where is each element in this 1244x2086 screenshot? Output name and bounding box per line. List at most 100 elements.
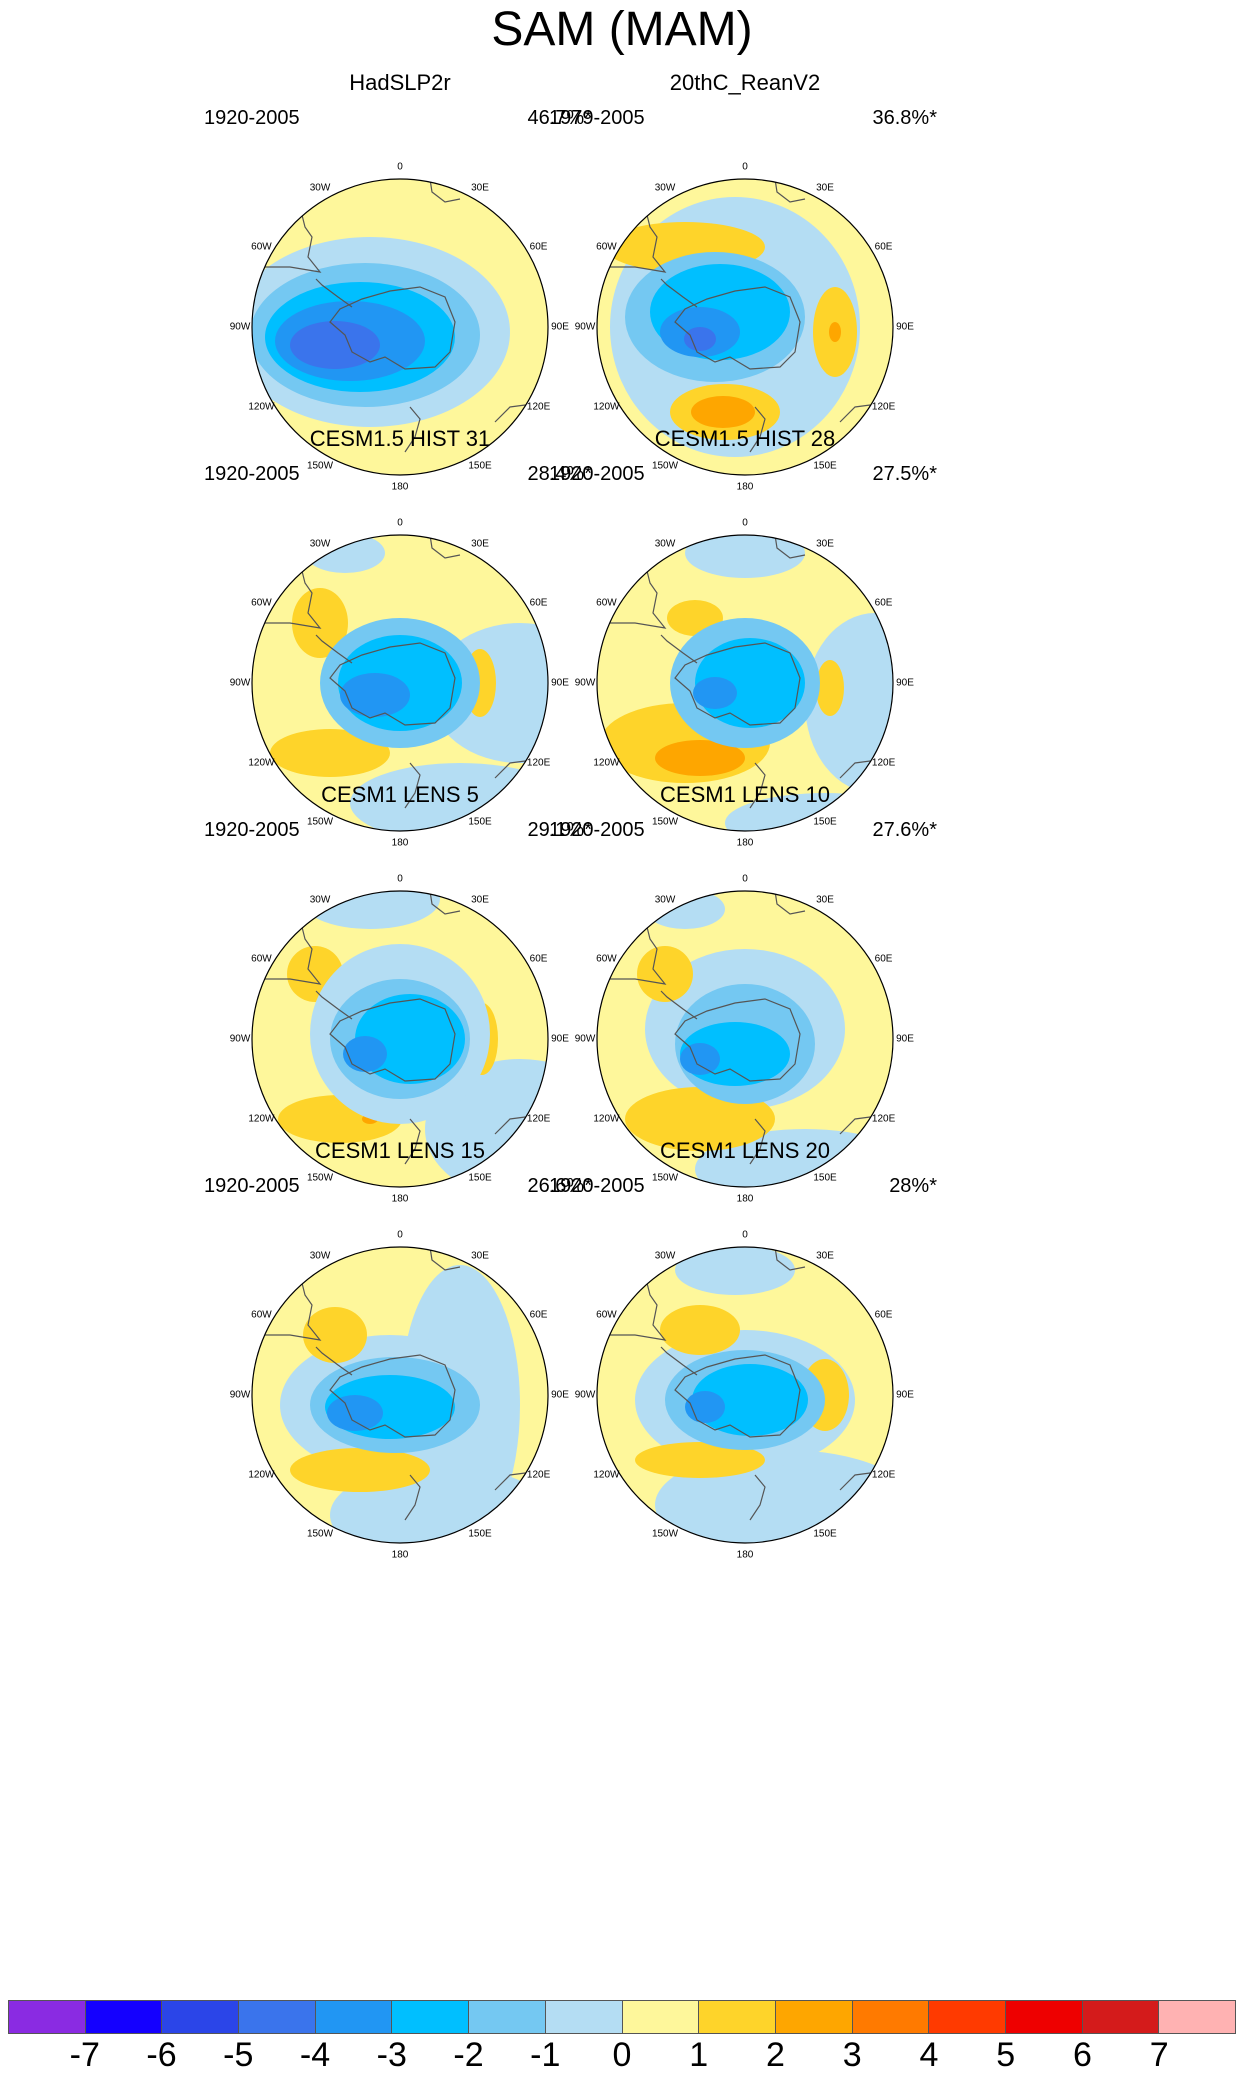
longitude-label: 30W [309, 894, 331, 906]
longitude-label: 60W [251, 1309, 272, 1321]
longitude-label: 120W [593, 757, 620, 769]
longitude-label: 90E [551, 1389, 569, 1401]
longitude-label: 120W [593, 1469, 620, 1481]
colorbar-tick-label: -2 [453, 2036, 484, 2074]
contour-region [327, 1395, 383, 1431]
longitude-label: 60W [596, 953, 617, 965]
map-border [596, 1246, 894, 1544]
longitude-label: 120W [248, 1469, 275, 1481]
longitude-label: 60W [251, 597, 272, 609]
map-border [596, 178, 894, 476]
colorbar-swatch [469, 2001, 546, 2033]
contour-region [691, 396, 755, 428]
contour-region [637, 946, 693, 1002]
colorbar-tick-label: -1 [530, 2036, 561, 2074]
longitude-label: 30W [654, 182, 676, 194]
longitude-label: 150W [651, 460, 679, 472]
longitude-label: 150W [306, 460, 334, 472]
longitude-label: 60W [596, 241, 617, 253]
map-border [251, 534, 549, 832]
contour-region [655, 740, 745, 776]
contour-region [343, 1036, 387, 1072]
longitude-label: 90E [896, 1033, 914, 1045]
longitude-label: 90E [896, 1389, 914, 1401]
panel-variance: 46.7%* [527, 107, 593, 129]
panel-years: 1920-2005 [204, 819, 300, 841]
panel-years: 1920-2005 [549, 819, 645, 841]
contour-region [805, 613, 893, 793]
contour-region [290, 1448, 430, 1492]
longitude-label: 30E [816, 538, 834, 550]
longitude-label: 90E [896, 677, 914, 689]
longitude-label: 150E [468, 1172, 492, 1184]
contour-region [680, 1043, 720, 1075]
panel-variance: 28%* [889, 1175, 937, 1197]
map-border [251, 1246, 549, 1544]
longitude-label: 0 [742, 873, 748, 885]
longitude-label: 90W [229, 677, 251, 689]
contour-region [292, 588, 348, 658]
longitude-label: 60E [529, 953, 548, 965]
colorbar-tick-label: 6 [1073, 2036, 1092, 2074]
contour-region [290, 321, 380, 369]
polar-map [251, 178, 549, 476]
longitude-label: 120E [526, 1113, 551, 1125]
longitude-label: 150W [651, 1172, 679, 1184]
panel-variance: 29.1%* [527, 819, 593, 841]
colorbar-tick-label: 1 [689, 2036, 709, 2074]
longitude-label: 180 [736, 1193, 754, 1205]
colorbar [8, 2000, 1236, 2034]
map-panel: CESM1.5 HIST 31 1920-2005 28.4%* 0 30E 60E 90E… [200, 426, 600, 906]
longitude-label: 120E [871, 757, 896, 769]
longitude-label: 120E [526, 757, 551, 769]
colorbar-swatch [162, 2001, 240, 2033]
longitude-label: 150E [813, 460, 837, 472]
longitude-label: 180 [391, 837, 409, 849]
longitude-label: 150W [306, 816, 334, 828]
map-panel: 20thC_ReanV2 1979-2005 36.8%* 0 30E 60E 90E 120… [545, 70, 945, 550]
longitude-label: 90W [229, 1033, 251, 1045]
longitude-label: 30W [654, 1250, 676, 1262]
panel-title: CESM1.5 HIST 28 [654, 426, 836, 451]
map-panel: CESM1 LENS 15 1920-2005 26.6%* 0 30E 60E 90E 12… [200, 1138, 600, 1618]
map-border [596, 890, 894, 1188]
longitude-label: 120W [593, 1113, 620, 1125]
contour-region [684, 327, 716, 351]
polar-map [251, 890, 549, 1188]
longitude-label: 150E [813, 816, 837, 828]
colorbar-tick-label: -5 [223, 2036, 254, 2074]
longitude-label: 60E [874, 241, 893, 253]
contour-region [270, 729, 390, 777]
polar-map [251, 1246, 549, 1544]
colorbar-swatch [315, 2001, 393, 2033]
colorbar-swatch [699, 2001, 776, 2033]
longitude-label: 120E [871, 1469, 896, 1481]
colorbar-swatch [1082, 2001, 1160, 2033]
panel-years: 1979-2005 [549, 107, 645, 129]
longitude-label: 60E [874, 953, 893, 965]
longitude-label: 30E [471, 894, 489, 906]
longitude-label: 60E [529, 597, 548, 609]
longitude-label: 90W [574, 677, 596, 689]
colorbar-tick-label: 0 [612, 2036, 632, 2074]
longitude-label: 30E [471, 1250, 489, 1262]
colorbar-swatch [239, 2001, 316, 2033]
panel-years: 1920-2005 [204, 463, 300, 485]
panel-variance: 27.5%* [872, 463, 938, 485]
longitude-label: 90E [896, 321, 914, 333]
contour-region [816, 660, 844, 716]
longitude-label: 30W [309, 538, 331, 550]
longitude-label: 0 [742, 161, 748, 173]
longitude-label: 30W [654, 894, 676, 906]
contour-region [303, 1307, 367, 1363]
longitude-label: 30W [309, 1250, 331, 1262]
longitude-label: 180 [391, 481, 409, 493]
longitude-label: 150E [813, 1172, 837, 1184]
contour-region [635, 1442, 765, 1478]
polar-map [251, 534, 549, 832]
contour-region [829, 322, 841, 342]
longitude-label: 60E [874, 597, 893, 609]
contour-region [692, 1364, 808, 1436]
colorbar-tick-label: 5 [996, 2036, 1016, 2074]
longitude-label: 60W [596, 1309, 617, 1321]
